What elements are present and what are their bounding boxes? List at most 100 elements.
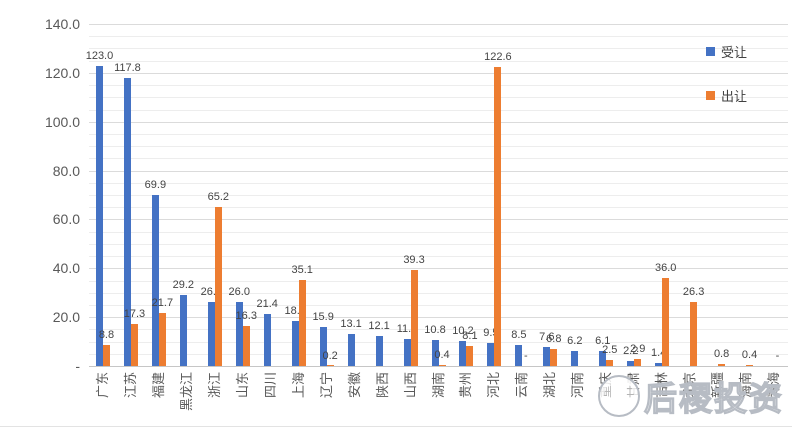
x-axis-label: 江苏 <box>122 372 138 399</box>
y-axis-label: - <box>75 358 80 374</box>
value-label: 2.9 <box>630 342 646 355</box>
x-axis-label: 河北 <box>486 372 502 399</box>
gridline <box>89 207 788 209</box>
value-label: 13.1 <box>340 317 362 330</box>
value-label: 10.8 <box>424 323 446 336</box>
value-label: 6.8 <box>546 333 562 346</box>
bar <box>438 365 446 366</box>
y-axis-label: 60.0 <box>52 211 80 228</box>
legend-label: 出让 <box>721 89 748 104</box>
gridline <box>89 182 788 184</box>
value-label: 0.2 <box>322 349 338 362</box>
legend-item-shourang: 受让 <box>706 42 747 61</box>
bar <box>179 294 187 366</box>
bar <box>431 339 439 366</box>
bar <box>571 350 579 366</box>
bar <box>102 344 110 366</box>
bar <box>690 301 698 366</box>
gridline <box>89 219 788 221</box>
value-label: 0.4 <box>434 349 450 362</box>
bar <box>123 78 131 366</box>
bar <box>466 346 474 366</box>
bar <box>151 195 159 366</box>
x-axis-label: 云南 <box>514 372 530 399</box>
value-label: 8.5 <box>511 329 527 342</box>
legend-swatch-icon <box>706 91 715 100</box>
bar <box>515 345 523 366</box>
y-axis-label: 140.0 <box>44 16 80 32</box>
gridline <box>89 133 788 135</box>
value-label: 117.8 <box>114 62 141 75</box>
x-axis-label: 重庆 <box>598 372 614 399</box>
value-label: 39.3 <box>403 253 425 266</box>
value-label: 2.5 <box>602 343 618 356</box>
value-label: 26.0 <box>228 286 250 299</box>
x-axis-label: 安徽 <box>346 372 362 399</box>
gridline <box>89 109 788 111</box>
x-axis-label: 湖北 <box>542 372 558 399</box>
x-axis-label: 广东 <box>94 372 110 399</box>
value-label: 36.0 <box>654 262 677 275</box>
bar <box>718 364 726 366</box>
value-label: 35.1 <box>291 264 313 277</box>
value-label: 1.4 <box>651 346 667 359</box>
gridline <box>89 85 788 87</box>
bar <box>543 347 551 366</box>
legend-label: 受让 <box>721 45 748 60</box>
bar <box>606 359 614 366</box>
value-label: 122.6 <box>484 50 512 63</box>
bar <box>319 327 327 366</box>
bar <box>235 302 243 366</box>
gridline <box>89 60 788 62</box>
x-axis-label: 吉林 <box>654 372 670 399</box>
gridline <box>89 304 788 306</box>
gridline <box>89 158 788 160</box>
y-axis-label: 120.0 <box>44 64 80 81</box>
gridline <box>89 256 788 258</box>
value-label: - <box>524 350 528 362</box>
value-label: 69.9 <box>144 179 167 192</box>
x-axis-label: 浙江 <box>206 372 222 399</box>
x-axis-label: 甘肃 <box>626 372 642 399</box>
bar <box>263 313 271 366</box>
bar <box>158 312 166 366</box>
value-label: 7.6 <box>539 331 555 344</box>
legend-item-churang: 出让 <box>706 86 747 105</box>
bar <box>242 326 250 366</box>
value-label: 8.1 <box>462 330 478 343</box>
x-axis-label: 黑龙江 <box>178 372 194 412</box>
x-axis-label: 山西 <box>402 372 418 399</box>
bar <box>550 349 558 366</box>
bar <box>347 333 355 366</box>
bottom-divider <box>0 426 792 427</box>
bar <box>459 341 467 366</box>
bar <box>298 280 306 366</box>
value-label: - <box>775 350 780 362</box>
y-axis-label: 80.0 <box>52 162 80 179</box>
gridline <box>89 48 788 50</box>
gridline <box>89 280 788 282</box>
bar <box>662 278 670 366</box>
gridline <box>89 243 788 245</box>
bar <box>627 360 635 366</box>
x-axis-label: 青海 <box>766 372 782 399</box>
gridline <box>89 231 788 233</box>
value-label: 17.3 <box>123 307 146 320</box>
value-label: 29.2 <box>172 278 195 291</box>
x-axis-label: 四川 <box>262 372 278 399</box>
value-label: 0.8 <box>713 348 730 361</box>
x-axis-label: 陕西 <box>374 372 390 399</box>
value-label: 6.2 <box>567 334 583 347</box>
gridline <box>89 329 788 331</box>
bar <box>403 338 411 366</box>
value-label: 15.9 <box>312 311 334 324</box>
value-label: 12.1 <box>368 320 390 333</box>
x-axis-label: 湖南 <box>430 372 446 399</box>
value-label: 16.3 <box>235 310 257 323</box>
legend-swatch-icon <box>706 47 715 56</box>
gridline <box>89 24 788 25</box>
y-axis-label: 40.0 <box>52 260 80 277</box>
gridline <box>89 353 788 355</box>
x-axis-label: 新疆 <box>710 372 726 399</box>
value-label: 8.8 <box>98 328 115 341</box>
